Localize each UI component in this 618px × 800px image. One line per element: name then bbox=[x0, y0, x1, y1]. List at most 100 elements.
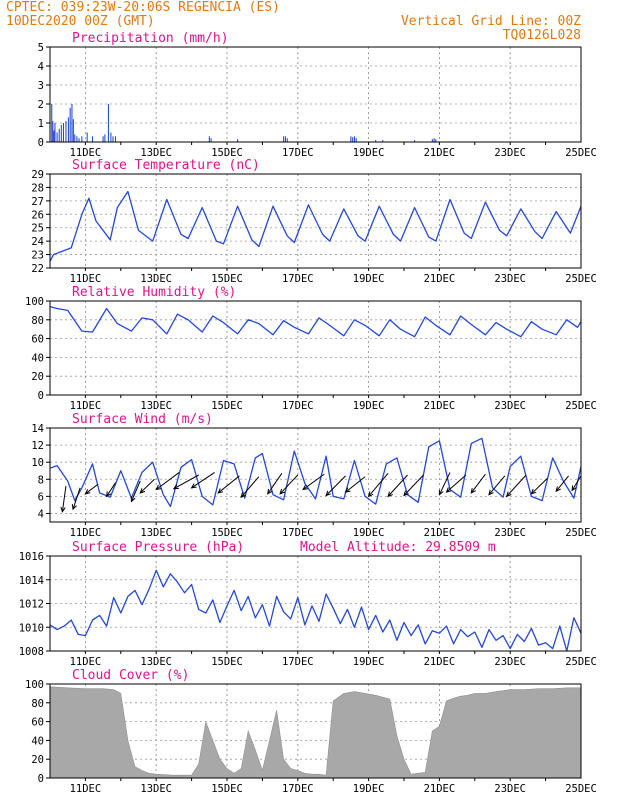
wind-arrow bbox=[105, 482, 116, 498]
humid-title: Relative Humidity (%) bbox=[72, 285, 236, 300]
cloud-area bbox=[49, 686, 582, 779]
wind-arrow-shaft bbox=[368, 472, 389, 497]
cloud-frame bbox=[49, 683, 582, 779]
wind-arrow bbox=[217, 475, 240, 494]
x-tick-label: 17DEC bbox=[282, 273, 314, 285]
precip-bar bbox=[114, 136, 117, 142]
x-tick-label: 19DEC bbox=[353, 656, 385, 668]
wind-arrow-shaft bbox=[61, 486, 67, 512]
y-tick-label: 80 bbox=[31, 315, 44, 327]
precip-bar bbox=[431, 139, 433, 142]
wind-panel: Surface Wind (m/s) 4 6 8 10 12 14 11DEC 13DEC 15D… bbox=[31, 412, 596, 539]
wind-arrow-head bbox=[488, 489, 494, 496]
y-tick-label: 22 bbox=[31, 263, 44, 275]
x-tick-label: 11DEC bbox=[70, 147, 102, 159]
wind-arrow bbox=[505, 474, 527, 498]
x-tick-label: 15DEC bbox=[211, 147, 243, 159]
y-tick-label: 1 bbox=[38, 118, 44, 130]
wind-arrow-head bbox=[84, 489, 91, 495]
wind-arrow-shaft bbox=[403, 474, 424, 496]
wind-arrow-shaft bbox=[345, 476, 366, 493]
precip-bar bbox=[67, 117, 69, 142]
y-tick-label: 2 bbox=[38, 99, 44, 111]
y-tick-label: 5 bbox=[38, 42, 44, 54]
y-tick-label: 0 bbox=[38, 137, 44, 149]
wind-arrow-shaft bbox=[555, 475, 569, 492]
precip-bar bbox=[91, 136, 94, 142]
wind-arrow-head bbox=[190, 483, 197, 489]
y-tick-label: 80 bbox=[31, 698, 44, 710]
wind-arrow-head bbox=[105, 491, 112, 498]
x-tick-label: 19DEC bbox=[353, 147, 385, 159]
wind-arrow-shaft bbox=[191, 472, 215, 489]
wind-arrow-shaft bbox=[302, 473, 325, 490]
wind-arrow-shaft bbox=[279, 474, 299, 495]
x-tick-label: 17DEC bbox=[282, 527, 314, 539]
x-tick-label: 21DEC bbox=[424, 273, 456, 285]
y-tick-label: 8 bbox=[38, 474, 44, 486]
wind-arrow-head bbox=[445, 487, 452, 493]
wind-line bbox=[49, 437, 582, 508]
humid-line bbox=[49, 305, 582, 338]
wind-arrow-shaft bbox=[240, 476, 260, 498]
wind-arrow bbox=[387, 474, 408, 498]
y-tick-label: 4 bbox=[38, 61, 44, 73]
y-tick-label: 1016 bbox=[19, 551, 44, 563]
wind-arrow-head bbox=[470, 487, 476, 494]
wind-arrow bbox=[139, 478, 155, 494]
x-tick-label: 11DEC bbox=[70, 273, 102, 285]
precip-bar bbox=[112, 136, 114, 142]
x-tick-label: 23DEC bbox=[494, 783, 526, 795]
wind-arrow bbox=[155, 472, 180, 491]
y-tick-label: 27 bbox=[31, 196, 44, 208]
x-tick-label: 25DEC bbox=[565, 147, 597, 159]
wind-arrow-head bbox=[279, 488, 285, 495]
precip-frame bbox=[49, 46, 582, 143]
precip-bar bbox=[86, 132, 88, 142]
precip-bar bbox=[71, 104, 73, 142]
y-tick-label: 25 bbox=[31, 223, 44, 235]
wind-arrow bbox=[302, 473, 325, 491]
wind-arrow-shaft bbox=[325, 475, 346, 496]
x-tick-label: 25DEC bbox=[565, 273, 597, 285]
press-subtitle: Model Altitude: 29.8509 m bbox=[300, 540, 496, 555]
wind-arrow bbox=[71, 487, 81, 511]
wind-arrow bbox=[279, 474, 299, 495]
precip-bar bbox=[81, 136, 83, 142]
x-tick-label: 23DEC bbox=[494, 400, 526, 412]
precip-bar bbox=[69, 107, 71, 142]
wind-arrow-head bbox=[60, 506, 66, 513]
precip-bar bbox=[284, 136, 286, 142]
x-tick-label: 23DEC bbox=[494, 147, 526, 159]
wind-arrow-head bbox=[71, 504, 77, 511]
wind-title: Surface Wind (m/s) bbox=[72, 412, 213, 427]
x-tick-label: 21DEC bbox=[424, 656, 456, 668]
y-tick-label: 10 bbox=[31, 457, 44, 469]
y-tick-label: 1008 bbox=[19, 646, 44, 658]
wind-arrow-shaft bbox=[85, 484, 99, 495]
wind-arrow bbox=[240, 476, 260, 499]
precip-bar bbox=[353, 136, 355, 142]
x-tick-label: 21DEC bbox=[424, 527, 456, 539]
header-code: TQ0126L028 bbox=[503, 28, 581, 43]
y-tick-label: 20 bbox=[31, 371, 44, 383]
y-tick-label: 26 bbox=[31, 209, 44, 221]
x-tick-label: 11DEC bbox=[70, 527, 102, 539]
precip-bar bbox=[208, 136, 210, 142]
x-tick-label: 15DEC bbox=[211, 656, 243, 668]
y-tick-label: 23 bbox=[31, 250, 44, 262]
x-tick-label: 19DEC bbox=[353, 400, 385, 412]
wind-arrow bbox=[172, 474, 199, 490]
precip-bar bbox=[435, 139, 437, 142]
wind-arrow-head bbox=[130, 496, 136, 503]
precip-bar bbox=[54, 123, 56, 142]
wind-arrow bbox=[438, 472, 451, 496]
wind-arrow-shaft bbox=[72, 487, 81, 510]
wind-arrow bbox=[367, 472, 389, 498]
wind-arrow-head bbox=[155, 484, 162, 491]
wind-arrow bbox=[470, 473, 486, 494]
temp-frame bbox=[49, 173, 582, 269]
y-tick-label: 60 bbox=[31, 334, 44, 346]
precip-bar bbox=[74, 134, 76, 142]
x-tick-label: 21DEC bbox=[424, 147, 456, 159]
